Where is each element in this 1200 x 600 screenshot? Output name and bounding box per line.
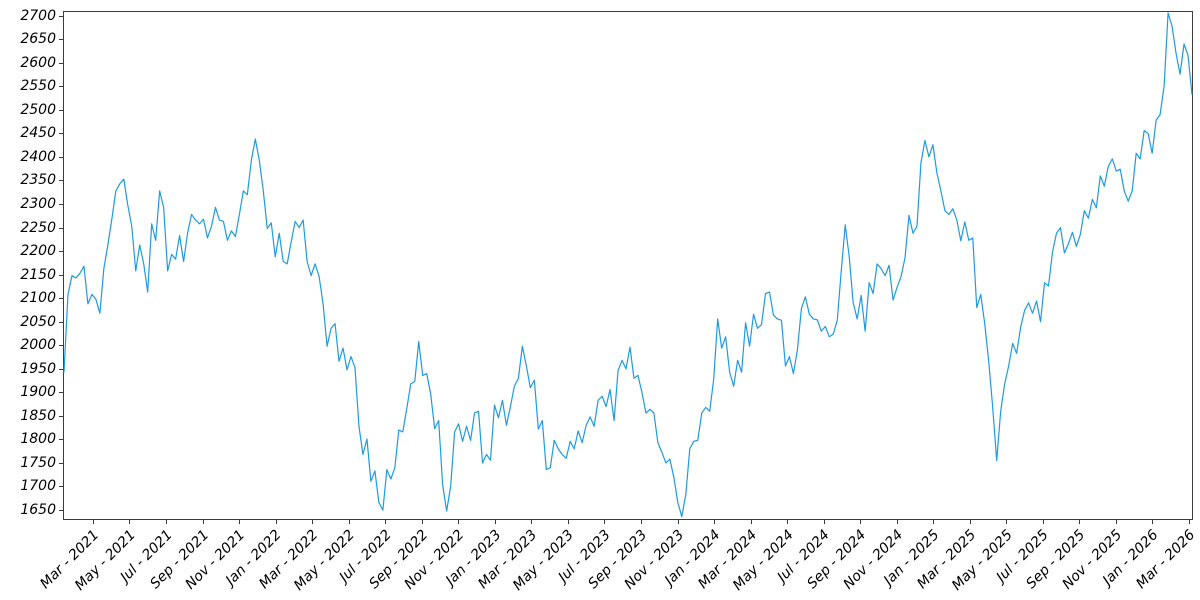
x-tick-mark	[1006, 520, 1008, 524]
x-tick-mark	[823, 520, 825, 524]
x-tick-mark	[604, 520, 606, 524]
y-tick-label: 2400	[20, 148, 56, 165]
y-tick-mark	[59, 156, 63, 158]
y-tick-mark	[59, 251, 63, 253]
x-tick-mark	[421, 520, 423, 524]
x-tick-mark	[92, 520, 94, 524]
y-tick-label: 2700	[20, 7, 56, 24]
y-tick-label: 2500	[20, 101, 56, 118]
y-tick-mark	[59, 298, 63, 300]
y-tick-label: 2550	[20, 78, 56, 95]
y-tick-label: 2450	[20, 125, 56, 142]
y-tick-mark	[59, 462, 63, 464]
x-tick-mark	[787, 520, 789, 524]
y-tick-mark	[59, 392, 63, 394]
y-tick-mark	[59, 39, 63, 41]
y-tick-mark	[59, 415, 63, 417]
x-tick-mark	[969, 520, 971, 524]
x-tick-mark	[312, 520, 314, 524]
y-tick-mark	[59, 62, 63, 64]
x-tick-mark	[531, 520, 533, 524]
y-tick-mark	[59, 109, 63, 111]
y-tick-mark	[59, 345, 63, 347]
x-tick-mark	[933, 520, 935, 524]
y-tick-label: 2150	[20, 266, 56, 283]
x-tick-mark	[1152, 520, 1154, 524]
y-tick-mark	[59, 86, 63, 88]
y-tick-label: 1900	[20, 384, 56, 401]
y-tick-mark	[59, 486, 63, 488]
y-tick-mark	[59, 15, 63, 17]
y-tick-mark	[59, 321, 63, 323]
y-tick-label: 1750	[20, 454, 56, 471]
y-tick-label: 2100	[20, 290, 56, 307]
y-tick-label: 1650	[20, 501, 56, 518]
x-tick-mark	[348, 520, 350, 524]
x-tick-mark	[166, 520, 168, 524]
y-tick-label: 2300	[20, 196, 56, 212]
y-tick-mark	[59, 509, 63, 511]
y-tick-mark	[59, 204, 63, 205]
y-tick-label: 1700	[20, 478, 56, 495]
y-tick-label: 2000	[20, 337, 56, 354]
x-tick-mark	[896, 520, 898, 524]
price-line	[63, 12, 1193, 518]
plot-area	[63, 11, 1193, 520]
y-tick-mark	[59, 227, 63, 229]
x-tick-mark	[750, 520, 752, 524]
x-tick-mark	[1079, 520, 1081, 524]
x-tick-mark	[567, 520, 569, 524]
y-tick-mark	[59, 274, 63, 276]
y-tick-label: 1850	[20, 407, 56, 424]
x-tick-mark	[714, 520, 716, 524]
y-tick-mark	[59, 133, 63, 135]
y-tick-mark	[59, 368, 63, 370]
x-tick-mark	[129, 520, 131, 524]
y-tick-label: 2650	[20, 31, 56, 48]
y-tick-label: 1950	[20, 360, 56, 377]
x-tick-mark	[202, 520, 204, 524]
x-tick-mark	[275, 520, 277, 524]
y-tick-mark	[59, 180, 63, 182]
y-tick-label: 2200	[20, 243, 56, 260]
y-tick-mark	[59, 439, 63, 441]
x-tick-mark	[640, 520, 642, 524]
y-tick-label: 2250	[20, 219, 56, 236]
x-tick-mark	[1188, 520, 1190, 524]
x-tick-mark	[239, 520, 241, 524]
x-tick-mark	[458, 520, 460, 524]
x-tick-mark	[494, 520, 496, 524]
x-tick-mark	[677, 520, 679, 524]
y-tick-label: 2350	[20, 172, 56, 189]
line-plot-svg	[63, 12, 1193, 518]
x-tick-mark	[1115, 520, 1117, 524]
y-tick-label: 2050	[20, 313, 56, 330]
y-tick-label: 1800	[20, 431, 56, 448]
y-tick-label: 2600	[20, 54, 56, 71]
x-tick-mark	[1042, 520, 1044, 524]
x-tick-mark	[385, 520, 387, 524]
x-tick-mark	[860, 520, 862, 524]
